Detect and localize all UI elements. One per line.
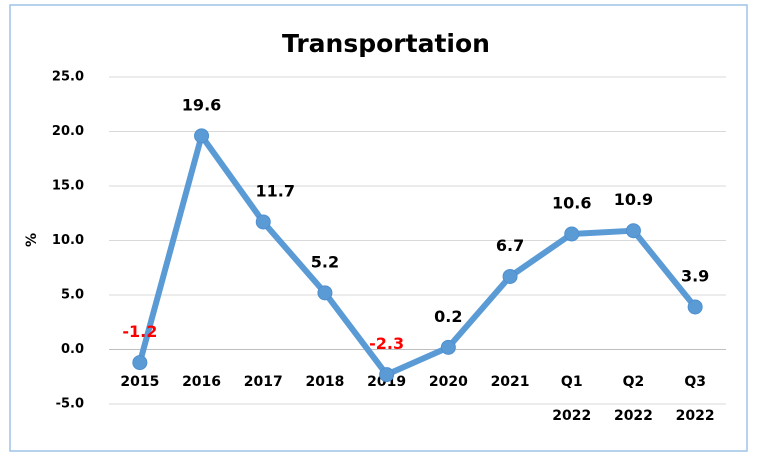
- data-point: [379, 367, 395, 383]
- data-label: 6.7: [496, 236, 524, 255]
- y-tick-label: -5.0: [56, 397, 84, 412]
- data-label: 10.6: [552, 193, 591, 212]
- x-tick-label: Q1 2022: [552, 374, 591, 424]
- data-label: 3.9: [681, 266, 709, 285]
- data-label: 19.6: [182, 95, 221, 114]
- data-label: 0.2: [434, 307, 462, 326]
- data-point: [440, 339, 456, 355]
- y-tick-label: 5.0: [61, 288, 84, 303]
- data-point: [502, 268, 518, 284]
- data-label: 11.7: [256, 181, 295, 200]
- x-tick-label: 2016: [182, 374, 221, 390]
- data-point: [625, 223, 641, 239]
- data-point: [194, 128, 210, 144]
- data-label: -1.2: [122, 322, 157, 341]
- chart-title: Transportation: [282, 29, 490, 58]
- series-line: [136, 132, 698, 378]
- data-point: [564, 226, 580, 242]
- y-axis-label: %: [24, 233, 40, 247]
- x-tick-label: 2021: [491, 374, 530, 390]
- data-point: [317, 285, 333, 301]
- chart-frame: [9, 4, 748, 452]
- x-tick-label: 2015: [120, 374, 159, 390]
- data-point: [687, 299, 703, 315]
- y-tick-label: 15.0: [52, 179, 84, 194]
- y-tick-label: 20.0: [52, 124, 84, 139]
- data-label: -2.3: [369, 334, 404, 353]
- y-tick-label: 0.0: [61, 342, 84, 357]
- x-tick-label: Q2 2022: [614, 374, 653, 424]
- x-tick-label: 2017: [244, 374, 283, 390]
- y-tick-label: 10.0: [52, 233, 84, 248]
- data-point: [255, 214, 271, 230]
- data-point: [132, 355, 148, 371]
- data-label: 10.9: [614, 190, 653, 209]
- x-tick-label: 2020: [429, 374, 468, 390]
- y-tick-label: 25.0: [52, 70, 84, 85]
- x-tick-label: 2018: [305, 374, 344, 390]
- data-label: 5.2: [311, 252, 339, 271]
- x-tick-label: Q3 2022: [676, 374, 715, 424]
